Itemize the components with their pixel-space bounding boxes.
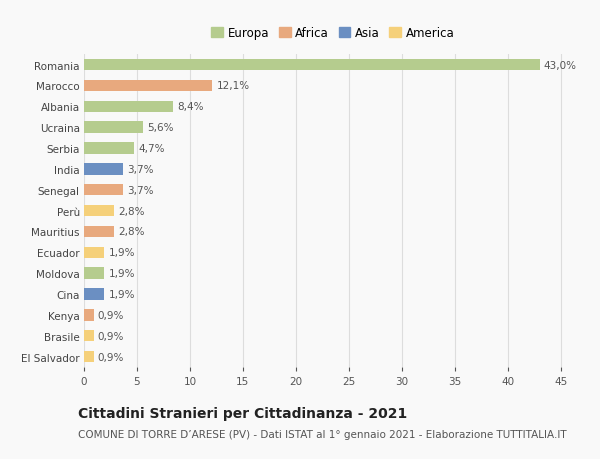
Text: 43,0%: 43,0% bbox=[544, 61, 577, 71]
Bar bbox=[84, 81, 212, 92]
Text: 2,8%: 2,8% bbox=[118, 227, 145, 237]
Bar bbox=[84, 247, 104, 258]
Text: 1,9%: 1,9% bbox=[109, 269, 135, 279]
Bar bbox=[84, 143, 134, 154]
Text: 2,8%: 2,8% bbox=[118, 206, 145, 216]
Bar bbox=[84, 122, 143, 134]
Text: 3,7%: 3,7% bbox=[127, 164, 154, 174]
Bar bbox=[84, 268, 104, 279]
Text: 5,6%: 5,6% bbox=[148, 123, 174, 133]
Text: 3,7%: 3,7% bbox=[127, 185, 154, 196]
Legend: Europa, Africa, Asia, America: Europa, Africa, Asia, America bbox=[208, 23, 458, 44]
Bar bbox=[84, 330, 94, 341]
Text: COMUNE DI TORRE D’ARESE (PV) - Dati ISTAT al 1° gennaio 2021 - Elaborazione TUTT: COMUNE DI TORRE D’ARESE (PV) - Dati ISTA… bbox=[78, 429, 566, 439]
Bar bbox=[84, 185, 123, 196]
Bar bbox=[84, 206, 113, 217]
Text: 1,9%: 1,9% bbox=[109, 248, 135, 258]
Bar bbox=[84, 226, 113, 238]
Bar bbox=[84, 289, 104, 300]
Text: Cittadini Stranieri per Cittadinanza - 2021: Cittadini Stranieri per Cittadinanza - 2… bbox=[78, 406, 407, 420]
Text: 1,9%: 1,9% bbox=[109, 289, 135, 299]
Text: 4,7%: 4,7% bbox=[138, 144, 164, 154]
Text: 0,9%: 0,9% bbox=[98, 352, 124, 362]
Bar bbox=[84, 164, 123, 175]
Text: 0,9%: 0,9% bbox=[98, 331, 124, 341]
Text: 0,9%: 0,9% bbox=[98, 310, 124, 320]
Text: 8,4%: 8,4% bbox=[177, 102, 204, 112]
Bar bbox=[84, 309, 94, 321]
Bar bbox=[84, 351, 94, 363]
Text: 12,1%: 12,1% bbox=[217, 81, 250, 91]
Bar bbox=[84, 101, 173, 113]
Bar bbox=[84, 60, 539, 71]
